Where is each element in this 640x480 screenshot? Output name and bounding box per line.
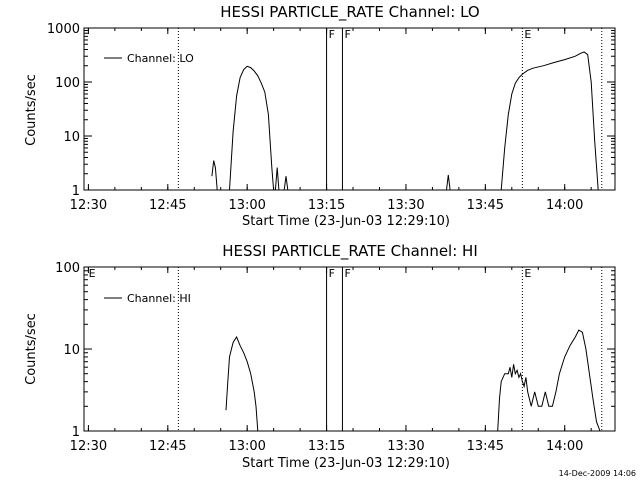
- legend-label: Channel: HI: [127, 292, 191, 305]
- series-line-segment: [274, 167, 280, 191]
- x-axis-label: Start Time (23-Jun-03 12:29:10): [242, 456, 450, 471]
- y-tick-label: 100: [55, 76, 80, 91]
- timestamp: 14-Dec-2009 14:06: [559, 469, 636, 478]
- x-tick-label: 14:00: [546, 439, 583, 454]
- x-tick-label: 13:45: [467, 439, 504, 454]
- chart-title: HESSI PARTICLE_RATE Channel: LO: [220, 3, 479, 22]
- series-line-segment: [283, 176, 289, 191]
- y-axis-label: Counts/sec: [24, 313, 39, 385]
- y-axis-label: Counts/sec: [24, 74, 39, 146]
- series-line-segment: [446, 174, 451, 191]
- event-marker-label: F: [329, 28, 335, 41]
- x-tick-label: 13:30: [387, 439, 424, 454]
- event-marker-label: E: [89, 267, 96, 280]
- axis-ticks: 12:30 12:45 13:00 13:15 13:30 13:45 14:00 1 10 10…: [55, 261, 615, 454]
- series-line-segment: [211, 160, 218, 191]
- y-tick-label: 1000: [47, 22, 80, 37]
- x-tick-label: 12:45: [149, 439, 186, 454]
- x-tick-label: 12:30: [70, 439, 107, 454]
- event-marker-label: F: [329, 267, 335, 280]
- plot-frame: [83, 27, 616, 191]
- legend-label: Channel: LO: [127, 52, 194, 65]
- x-tick-label: 13:00: [228, 439, 265, 454]
- x-tick-label: 14:00: [546, 198, 583, 213]
- axis-ticks: 12:30 12:45 13:00 13:15 13:30 13:45 14:00 1 10 10…: [47, 22, 615, 213]
- series-line-segment: [500, 51, 599, 191]
- series-line-segment: [225, 335, 259, 432]
- x-tick-label: 13:15: [308, 439, 345, 454]
- y-tick-label: 1: [72, 184, 80, 199]
- event-marker-label: E: [524, 267, 531, 280]
- event-marker-label: F: [344, 28, 350, 41]
- series-line-segment: [229, 65, 275, 191]
- event-marker-label: F: [344, 267, 350, 280]
- series-lines: [211, 51, 599, 191]
- legend: Channel: LO: [104, 52, 194, 65]
- x-tick-label: 13:30: [387, 198, 424, 213]
- x-tick-label: 12:30: [70, 198, 107, 213]
- x-tick-label: 13:15: [308, 198, 345, 213]
- event-marker-label: E: [524, 28, 531, 41]
- chart-title: HESSI PARTICLE_RATE Channel: HI: [222, 242, 478, 261]
- y-tick-label: 1: [72, 425, 80, 440]
- y-tick-label: 100: [55, 261, 80, 276]
- x-tick-label: 13:00: [228, 198, 265, 213]
- x-axis-label: Start Time (23-Jun-03 12:29:10): [242, 214, 450, 229]
- series-line-segment: [497, 329, 601, 432]
- x-tick-label: 13:45: [467, 198, 504, 213]
- legend: Channel: HI: [104, 292, 191, 305]
- y-tick-label: 10: [63, 130, 80, 145]
- series-lines: [225, 329, 601, 432]
- y-tick-label: 10: [63, 343, 80, 358]
- x-tick-label: 12:45: [149, 198, 186, 213]
